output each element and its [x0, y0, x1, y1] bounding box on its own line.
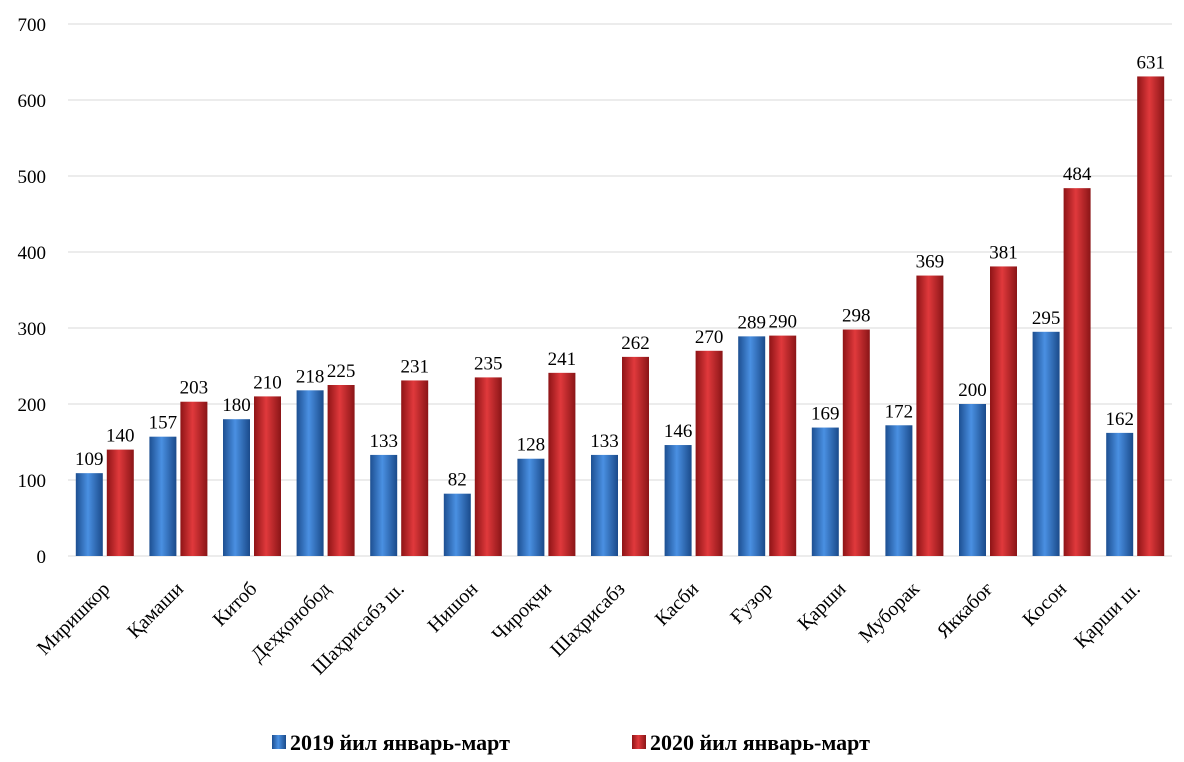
bar-series-2019	[591, 454, 618, 556]
data-label-series-2020: 225	[327, 361, 356, 382]
y-tick-label: 200	[18, 395, 47, 416]
bar-series-2020	[695, 350, 723, 556]
bar-series-2020	[1063, 188, 1091, 556]
bar-series-2019	[296, 390, 324, 556]
data-label-series-2020: 298	[842, 306, 871, 327]
data-label-series-2019: 289	[737, 312, 766, 333]
bar-series-2020	[990, 266, 1017, 556]
category-label: Касби	[651, 578, 704, 631]
data-label-series-2019: 146	[664, 421, 693, 442]
data-label-series-2019: 109	[75, 449, 104, 470]
bar-series-2019	[1032, 331, 1060, 556]
bar-series-2020	[474, 377, 502, 556]
data-label-series-2019: 128	[517, 435, 546, 456]
bar-series-2020	[622, 356, 649, 556]
data-label-series-2019: 180	[222, 395, 251, 416]
bar-series-2020	[106, 449, 134, 556]
legend: 2019 йил январь-март 2020 йил январь-март	[272, 730, 870, 755]
bar-series-2020	[327, 385, 355, 556]
data-label-series-2020: 262	[621, 333, 650, 354]
data-label-series-2020: 270	[695, 327, 724, 348]
bar-series-2020	[1137, 76, 1165, 556]
data-label-series-2020: 203	[180, 378, 209, 399]
category-label: Нишон	[423, 578, 482, 637]
data-label-series-2019: 295	[1032, 308, 1061, 329]
data-label-series-2020: 241	[548, 349, 577, 370]
category-label: Косон	[1019, 578, 1072, 631]
category-label: Қамаши	[123, 578, 188, 643]
data-label-series-2020: 631	[1136, 52, 1165, 73]
y-axis-ticks: 0 100 200 300 400 500 600 700	[18, 15, 47, 568]
category-label: Яккабоғ	[933, 578, 998, 643]
bar-series-2020	[769, 335, 797, 556]
data-label-series-2020: 484	[1063, 164, 1092, 185]
bar-series-2019	[664, 445, 692, 556]
data-label-series-2020: 235	[474, 353, 503, 374]
data-label-series-2020: 140	[106, 426, 135, 447]
y-tick-label: 600	[18, 91, 47, 112]
data-label-series-2020: 369	[916, 252, 945, 273]
y-tick-label: 700	[18, 15, 47, 36]
data-label-series-2019: 133	[590, 431, 619, 452]
category-label: Шаҳрисабз	[546, 578, 629, 661]
category-label: Ғузор	[726, 578, 776, 628]
category-label: Чироқчи	[488, 578, 556, 646]
data-label-series-2019: 200	[958, 380, 987, 401]
data-label-series-2019: 218	[296, 366, 325, 387]
bar-series-2019	[1106, 432, 1134, 556]
category-label: Миришкор	[33, 578, 115, 660]
data-label-series-2020: 231	[400, 356, 429, 377]
bar-series-2020	[401, 380, 429, 556]
y-tick-label: 500	[18, 167, 47, 188]
data-label-series-2020: 210	[253, 372, 282, 393]
data-label-series-2019: 162	[1105, 409, 1134, 430]
data-label-series-2019: 172	[885, 401, 914, 422]
y-tick-label: 100	[18, 471, 47, 492]
y-tick-label: 400	[18, 243, 47, 264]
bar-series-2019	[885, 425, 913, 556]
gridlines	[68, 23, 1172, 557]
bar-series-2020	[548, 372, 576, 556]
bar-series-2019	[223, 419, 250, 556]
bar-series-2019	[517, 458, 545, 556]
y-tick-label: 300	[18, 319, 47, 340]
legend-swatch-series-2019	[272, 735, 286, 749]
data-label-series-2019: 157	[149, 413, 178, 434]
legend-label-series-2020: 2020 йил январь-март	[650, 730, 870, 755]
legend-swatch-series-2020	[632, 735, 646, 749]
bars	[75, 76, 1165, 556]
bar-series-2019	[149, 436, 177, 556]
bar-series-2020	[180, 401, 208, 556]
category-label: Қарши ш.	[1070, 578, 1145, 653]
data-label-series-2020: 290	[768, 312, 797, 333]
bar-series-2019	[370, 454, 398, 556]
bar-series-2020	[254, 396, 281, 556]
category-label: Қарши	[794, 578, 851, 635]
bar-series-2019	[738, 336, 766, 556]
data-label-series-2019: 169	[811, 404, 840, 425]
data-label-series-2020: 381	[989, 242, 1018, 263]
bar-series-2019	[75, 473, 103, 556]
bar-series-2019	[443, 493, 471, 556]
data-label-series-2019: 82	[448, 470, 467, 491]
bar-series-2019	[811, 427, 839, 556]
bar-series-2020	[842, 329, 870, 556]
data-label-series-2019: 133	[369, 431, 398, 452]
bar-series-2020	[916, 275, 944, 556]
legend-label-series-2019: 2019 йил январь-март	[290, 730, 510, 755]
y-tick-label: 0	[37, 547, 47, 568]
category-label: Муборак	[855, 578, 924, 647]
bar-series-2019	[959, 404, 986, 556]
category-label: Китоб	[209, 578, 262, 631]
